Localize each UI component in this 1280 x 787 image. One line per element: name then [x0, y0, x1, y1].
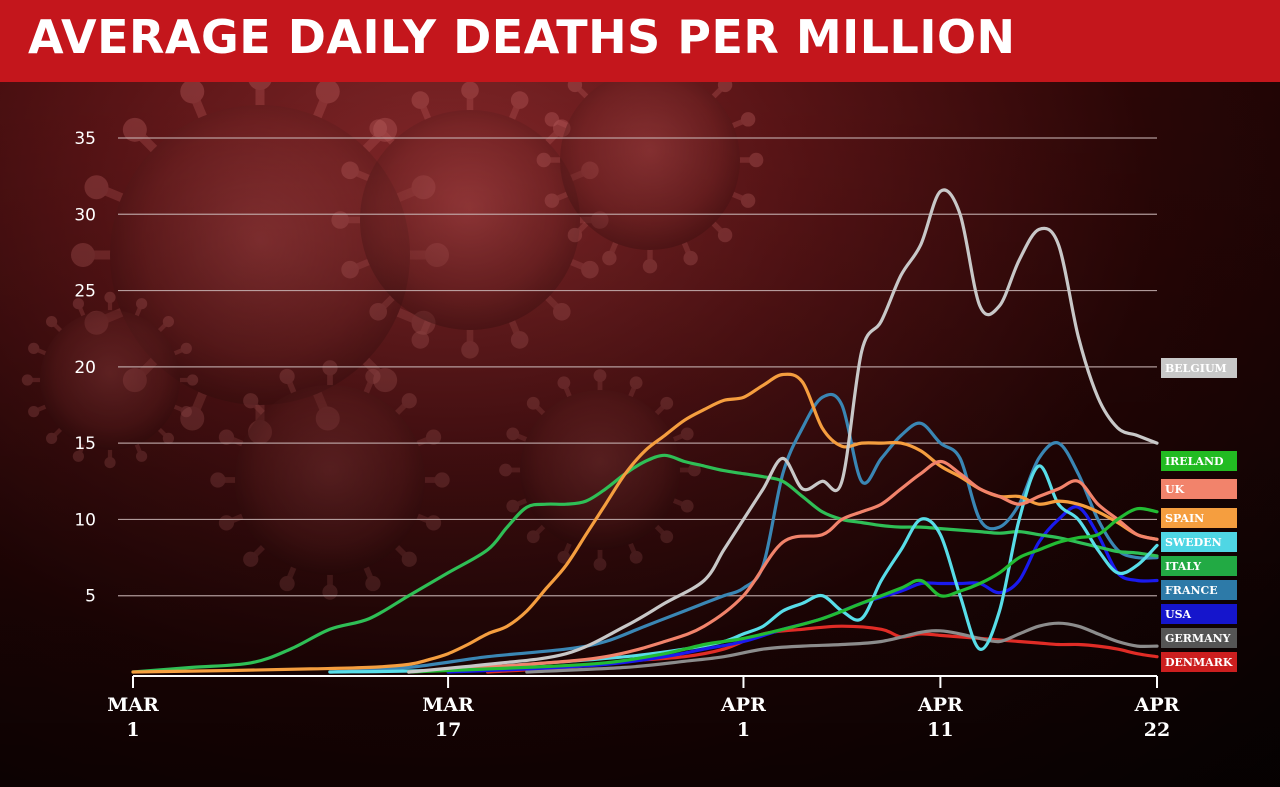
- legend-item-denmark: DENMARK: [1161, 652, 1237, 672]
- series-line-usa: [446, 505, 1159, 674]
- x-tick-label-day: 22: [1144, 719, 1170, 741]
- title-bar: AVERAGE DAILY DEATHS PER MILLION: [0, 0, 1280, 82]
- series-lines: [131, 188, 1159, 674]
- line-chart: 5 10 15 20 25 30 35 MAR 1 MAR 17 APR 1 APR 11 APR 22 BE…: [0, 82, 1280, 787]
- legend-swatch: [1161, 604, 1237, 624]
- x-tick-label-month: APR: [720, 694, 766, 716]
- legend-item-spain: SPAIN: [1161, 508, 1237, 528]
- series-line-spain: [131, 372, 1159, 674]
- y-tick-label: 20: [74, 358, 96, 378]
- series-line-uk: [407, 459, 1159, 674]
- y-tick-label: 30: [74, 205, 96, 225]
- legend-label: BELGIUM: [1165, 362, 1227, 375]
- legend-item-belgium: BELGIUM: [1161, 358, 1237, 378]
- legend-label: UK: [1165, 483, 1185, 496]
- legend-label: SWEDEN: [1165, 536, 1222, 549]
- series-line-ireland: [407, 506, 1159, 674]
- x-tick-label-month: APR: [1134, 694, 1180, 716]
- y-tick-label: 5: [85, 587, 96, 607]
- series-line-belgium: [407, 188, 1159, 674]
- y-tick-label: 10: [74, 510, 96, 530]
- x-tick-label-month: APR: [917, 694, 963, 716]
- legend-swatch: [1161, 451, 1237, 471]
- y-tick-label: 35: [74, 129, 96, 149]
- legend-label: FRANCE: [1165, 584, 1218, 597]
- legend-item-usa: USA: [1161, 604, 1237, 624]
- legend-item-ireland: IRELAND: [1161, 451, 1237, 471]
- series-line-france: [328, 392, 1159, 674]
- legend-item-germany: GERMANY: [1161, 628, 1237, 648]
- x-tick-label-day: 17: [435, 719, 461, 741]
- x-tick-label-day: 1: [737, 719, 750, 741]
- legend: BELGIUM IRELAND UK SPAIN SWEDEN ITALY FRANCE US…: [1161, 358, 1237, 672]
- legend-label: IRELAND: [1165, 455, 1224, 468]
- legend-swatch: [1161, 508, 1237, 528]
- x-tick-label-month: MAR: [422, 694, 474, 716]
- x-tick-label-month: MAR: [107, 694, 159, 716]
- legend-swatch: [1161, 479, 1237, 499]
- x-tick-label-day: 11: [927, 719, 953, 741]
- series-line-italy: [131, 453, 1159, 674]
- series-line-germany: [525, 621, 1159, 674]
- y-tick-label: 15: [74, 434, 96, 454]
- legend-item-france: FRANCE: [1161, 580, 1237, 600]
- x-axis: MAR 1 MAR 17 APR 1 APR 11 APR 22: [107, 675, 1180, 741]
- legend-swatch: [1161, 580, 1237, 600]
- legend-swatch: [1161, 358, 1237, 378]
- legend-item-italy: ITALY: [1161, 556, 1237, 576]
- legend-label: DENMARK: [1165, 656, 1233, 669]
- series-line-denmark: [485, 624, 1159, 674]
- y-axis-ticks: 5 10 15 20 25 30 35: [74, 129, 96, 607]
- legend-swatch: [1161, 532, 1237, 552]
- legend-swatch: [1161, 556, 1237, 576]
- legend-label: USA: [1165, 608, 1192, 621]
- chart-title: AVERAGE DAILY DEATHS PER MILLION: [28, 10, 1016, 64]
- legend-label: GERMANY: [1165, 632, 1231, 645]
- y-tick-label: 25: [74, 282, 96, 302]
- legend-item-uk: UK: [1161, 479, 1237, 499]
- legend-label: SPAIN: [1165, 512, 1204, 525]
- legend-swatch: [1161, 628, 1237, 648]
- legend-item-sweden: SWEDEN: [1161, 532, 1237, 552]
- legend-swatch: [1161, 652, 1237, 672]
- legend-label: ITALY: [1165, 560, 1201, 573]
- gridlines: [118, 137, 1157, 597]
- background-shade: [0, 82, 1280, 787]
- x-tick-label-day: 1: [126, 719, 139, 741]
